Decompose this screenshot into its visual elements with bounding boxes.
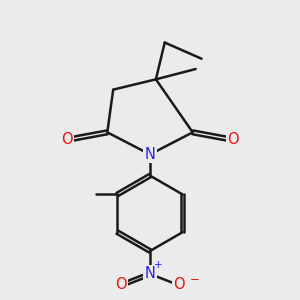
Text: O: O	[115, 277, 127, 292]
Text: N: N	[145, 147, 155, 162]
Text: O: O	[227, 132, 239, 147]
Text: N: N	[145, 266, 155, 281]
Text: O: O	[173, 277, 185, 292]
Text: O: O	[61, 132, 73, 147]
Text: −: −	[190, 273, 200, 286]
Text: +: +	[154, 260, 163, 270]
